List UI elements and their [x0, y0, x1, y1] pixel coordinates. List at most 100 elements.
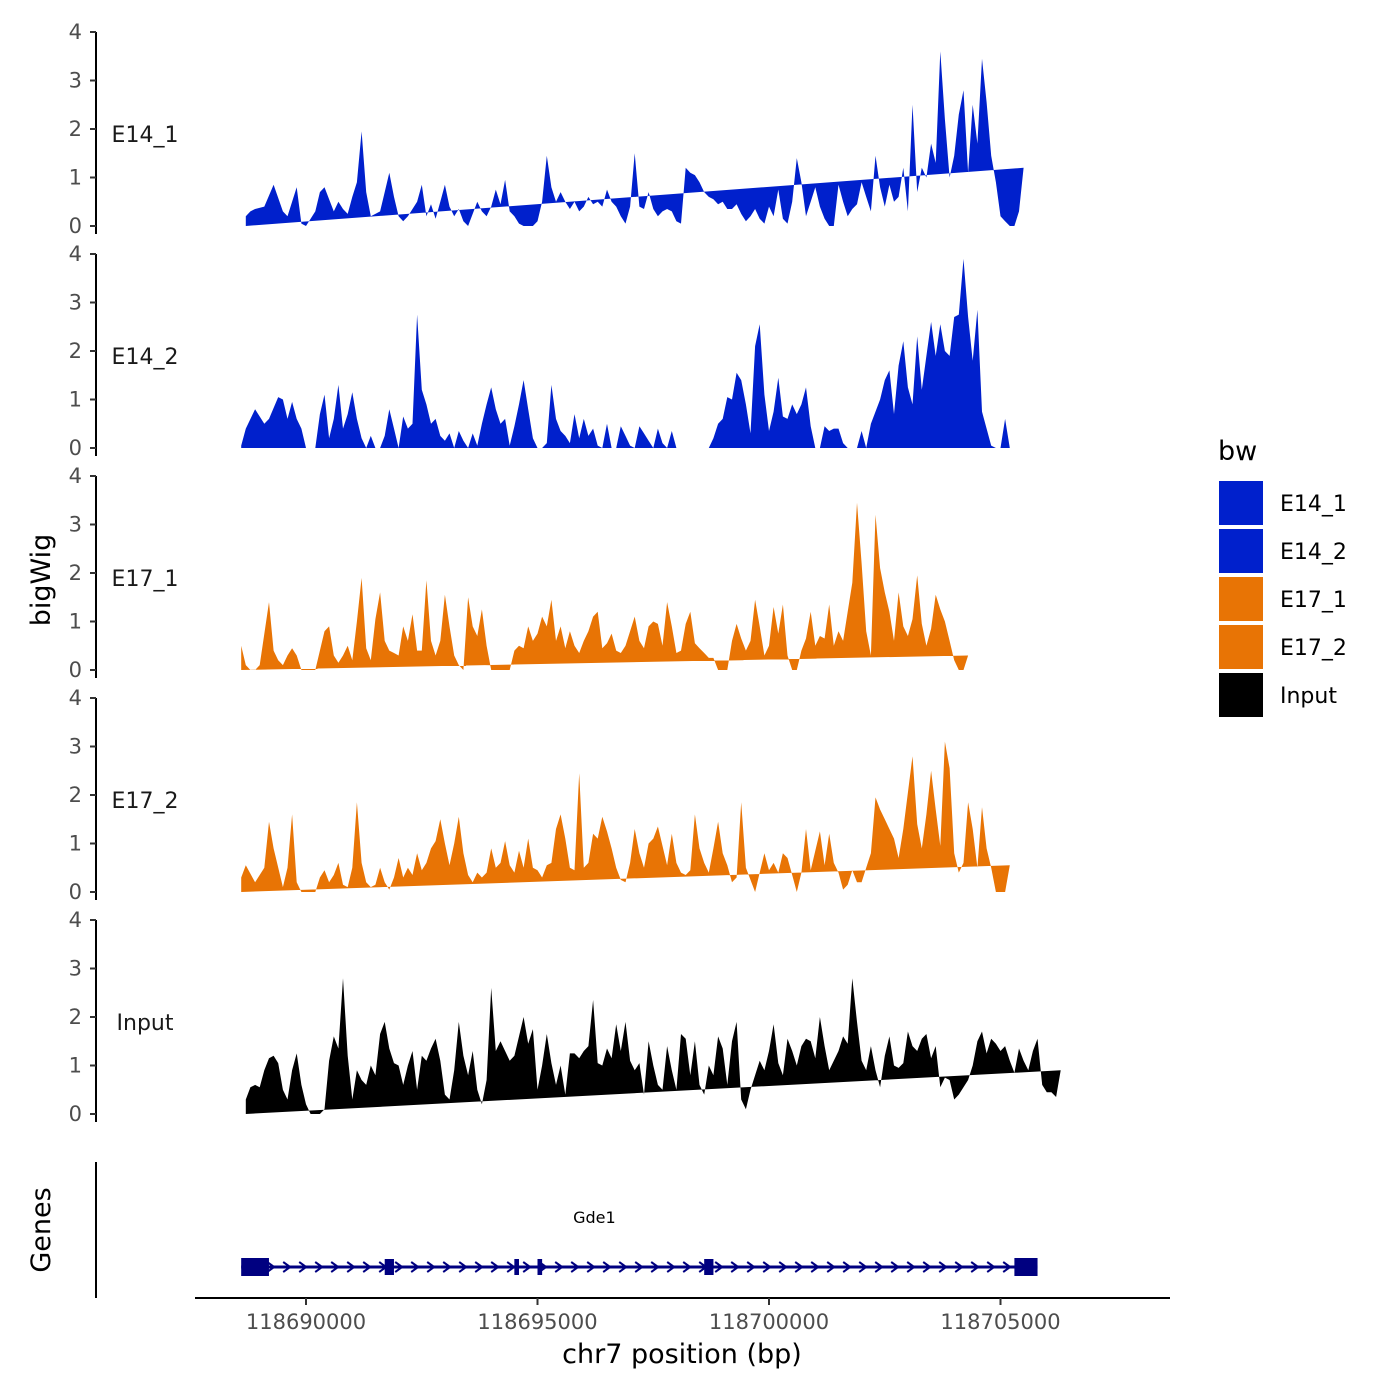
y-tick-label: 3 [69, 69, 82, 93]
strand-arrow [970, 1261, 980, 1273]
strand-arrow [794, 1261, 804, 1273]
genes-axis-title: Genes [26, 1187, 57, 1272]
track-E17_1: 0 1 2 3 4 E17_1 [69, 464, 969, 682]
y-tick-label: 0 [69, 214, 82, 238]
strand-arrow [842, 1261, 852, 1273]
legend-label: E14_1 [1280, 492, 1347, 517]
gene-exon [537, 1259, 543, 1275]
track-E17_2: 0 1 2 3 4 E17_2 [69, 686, 1010, 904]
y-tick-label: 0 [69, 436, 82, 460]
gene-name-label: Gde1 [573, 1208, 616, 1227]
y-tick-label: 1 [69, 1054, 82, 1078]
y-axis-title: bigWig [26, 534, 57, 627]
legend-swatch [1217, 479, 1265, 527]
y-tick-label: 3 [69, 957, 82, 981]
strand-arrow [554, 1261, 564, 1273]
track-E14_2: 0 1 2 3 4 E14_2 [69, 242, 1010, 460]
gene-exon [514, 1259, 519, 1275]
strand-arrow [714, 1261, 724, 1273]
y-tick-label: 3 [69, 513, 82, 537]
strand-arrow [618, 1261, 628, 1273]
strand-arrow [522, 1261, 532, 1273]
legend-label: E17_2 [1280, 636, 1347, 661]
legend: bw E14_1 E14_2 E17_1 E17_2 Input [1217, 436, 1347, 719]
coverage-area-E14_2 [241, 258, 1010, 448]
strand-arrow [266, 1261, 276, 1273]
x-tick-label: 118695000 [477, 1310, 597, 1334]
legend-item: E14_2 [1217, 527, 1347, 575]
x-tick-label: 118700000 [709, 1310, 829, 1334]
strand-arrow [314, 1261, 324, 1273]
strand-arrow [394, 1261, 404, 1273]
strand-arrow [826, 1261, 836, 1273]
y-tick-label: 2 [69, 561, 82, 585]
track-label-Input: Input [117, 1011, 174, 1036]
coverage-area-Input [245, 978, 1061, 1114]
x-axis-ticks: 118690000 118695000 118700000 118705000 [246, 1298, 1061, 1334]
coverage-area-E14_1 [245, 51, 1024, 227]
track-E14_1: 0 1 2 3 4 E14_1 [69, 20, 1024, 238]
strand-arrow [458, 1261, 468, 1273]
strand-arrow [282, 1261, 292, 1273]
gene-model: Gde1 [241, 1208, 1038, 1276]
x-tick-label: 118705000 [940, 1310, 1060, 1334]
y-tick-label: 2 [69, 117, 82, 141]
strand-arrow [586, 1261, 596, 1273]
y-tick-label: 2 [69, 1005, 82, 1029]
y-tick-label: 2 [69, 339, 82, 363]
strand-arrow [362, 1261, 372, 1273]
y-tick-label: 4 [69, 464, 82, 488]
strand-arrow [346, 1261, 356, 1273]
strand-arrow [666, 1261, 676, 1273]
x-axis-title: chr7 position (bp) [562, 1339, 802, 1370]
legend-label: E17_1 [1280, 588, 1347, 613]
y-tick-label: 4 [69, 686, 82, 710]
y-tick-label: 0 [69, 1102, 82, 1126]
legend-item: E17_1 [1217, 575, 1347, 623]
coverage-area-E17_1 [241, 502, 969, 670]
strand-arrow [762, 1261, 772, 1273]
strand-arrow [1002, 1261, 1012, 1273]
strand-arrow [906, 1261, 916, 1273]
genes-panel: Genes Gde1 [26, 1162, 1038, 1298]
strand-arrow [778, 1261, 788, 1273]
y-tick-label: 1 [69, 388, 82, 412]
y-tick-label: 0 [69, 658, 82, 682]
y-tick-label: 1 [69, 610, 82, 634]
strand-arrow [922, 1261, 932, 1273]
gene-exon [1014, 1258, 1038, 1276]
y-tick-label: 4 [69, 908, 82, 932]
legend-swatch [1217, 527, 1265, 575]
strand-arrow [442, 1261, 452, 1273]
track-label-E17_1: E17_1 [112, 567, 179, 592]
legend-label: Input [1280, 684, 1337, 709]
strand-arrow [986, 1261, 996, 1273]
y-tick-label: 1 [69, 832, 82, 856]
track-label-E14_2: E14_2 [112, 345, 179, 370]
x-axis: 118690000 118695000 118700000 118705000 chr… [195, 1297, 1170, 1370]
strand-arrow [650, 1261, 660, 1273]
strand-arrow [490, 1261, 500, 1273]
legend-label: E14_2 [1280, 540, 1347, 565]
strand-arrow [298, 1261, 308, 1273]
y-tick-label: 4 [69, 20, 82, 44]
x-tick-label: 118690000 [246, 1310, 366, 1334]
strand-arrow [634, 1261, 644, 1273]
strand-arrow [474, 1261, 484, 1273]
strand-arrow [410, 1261, 420, 1273]
gene-exon [241, 1258, 269, 1276]
track-Input: 0 1 2 3 4 Input [69, 908, 1061, 1126]
y-tick-label: 3 [69, 735, 82, 759]
strand-arrow [506, 1261, 516, 1273]
strand-arrow [570, 1261, 580, 1273]
strand-arrow [954, 1261, 964, 1273]
strand-arrow [730, 1261, 740, 1273]
legend-swatch [1217, 575, 1265, 623]
legend-swatch [1217, 623, 1265, 671]
gene-exon [704, 1259, 714, 1275]
strand-arrow [810, 1261, 820, 1273]
coverage-tracks: 0 1 2 3 4 E14_1 0 1 2 3 4 E14_2 0 1 2 3 4 E17_1 0 1 2 3 4 E17_2… [69, 20, 1061, 1126]
y-tick-label: 1 [69, 166, 82, 190]
gene-exon [384, 1259, 394, 1275]
legend-item: E14_1 [1217, 479, 1347, 527]
